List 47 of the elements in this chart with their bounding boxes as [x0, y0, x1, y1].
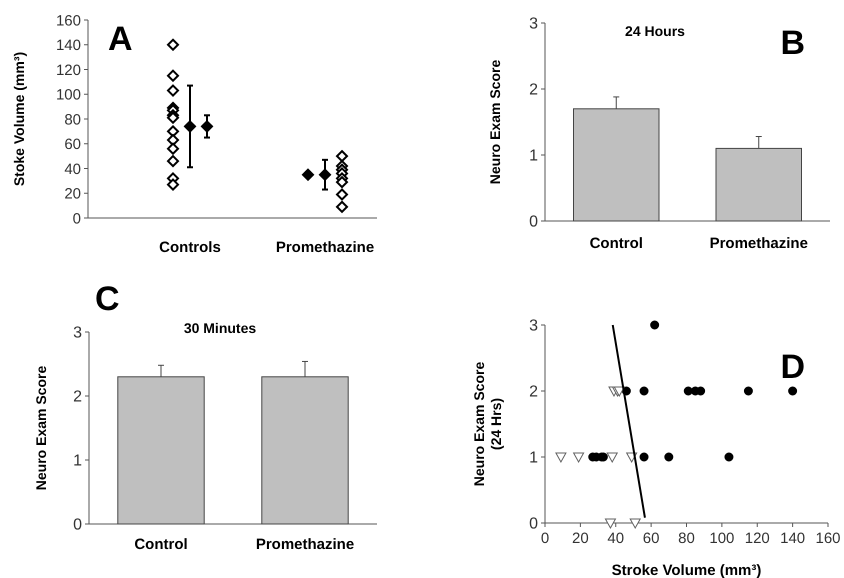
- y-tick-label: 3: [529, 318, 538, 335]
- chart-title: 30 Minutes: [184, 320, 256, 336]
- y-tick-label: 3: [73, 324, 82, 342]
- text: C: [95, 280, 120, 318]
- y-tick-label: 0: [73, 516, 82, 534]
- x-tick-label: 160: [815, 530, 841, 547]
- y-tick-label: 2: [529, 82, 538, 99]
- x-tick-label: 20: [572, 530, 589, 547]
- y-tick-label: 0: [529, 214, 538, 231]
- x-tick-label: 120: [744, 530, 770, 547]
- x-tick-label: 0: [540, 530, 550, 547]
- x-tick-label: 40: [607, 530, 624, 547]
- y-axis-title: Neuro Exam Score (24 Hrs): [471, 362, 504, 486]
- x-tick-label: Control: [590, 235, 643, 252]
- y-tick-label: 3: [529, 16, 538, 33]
- y-tick-label: 100: [56, 86, 81, 104]
- y-tick-label: 1: [529, 148, 538, 165]
- x-tick-label: 100: [709, 530, 734, 547]
- x-tick-label: Promethazine: [276, 239, 374, 256]
- x-tick-label: Control: [134, 536, 188, 553]
- y-tick-label: 0: [529, 516, 538, 533]
- y-tick-label: 120: [56, 62, 81, 79]
- x-tick-label: Controls: [159, 239, 221, 256]
- y-tick-label: 160: [56, 12, 81, 30]
- y-tick-label: 1: [529, 450, 538, 467]
- annotation: B: [780, 24, 805, 62]
- y-axis-title: Neuro Exam Score: [33, 366, 49, 490]
- y-tick-label: 140: [56, 37, 81, 54]
- x-axis-title: Stroke Volume (mm³): [612, 562, 762, 578]
- annotation: D: [780, 348, 805, 386]
- x-tick-label: 140: [780, 530, 806, 547]
- y-tick-label: 60: [64, 136, 81, 153]
- x-tick-label: 60: [642, 530, 660, 547]
- x-tick-label: Promethazine: [256, 536, 354, 553]
- y-tick-label: 1: [73, 452, 82, 470]
- annotation: A: [108, 20, 133, 58]
- y-tick-label: 0: [72, 210, 81, 228]
- x-tick-label: Promethazine: [710, 235, 808, 252]
- chart-title: 24 Hours: [625, 23, 686, 39]
- y-axis-title: Stoke Volume (mm³): [11, 52, 27, 186]
- y-tick-label: 80: [64, 111, 81, 128]
- y-tick-label: 2: [73, 388, 82, 406]
- y-tick-label: 40: [64, 160, 81, 178]
- y-axis-title: Neuro Exam Score: [487, 60, 503, 184]
- x-tick-label: 80: [678, 530, 695, 547]
- y-tick-label: 2: [529, 384, 538, 401]
- y-tick-label: 20: [64, 186, 81, 202]
